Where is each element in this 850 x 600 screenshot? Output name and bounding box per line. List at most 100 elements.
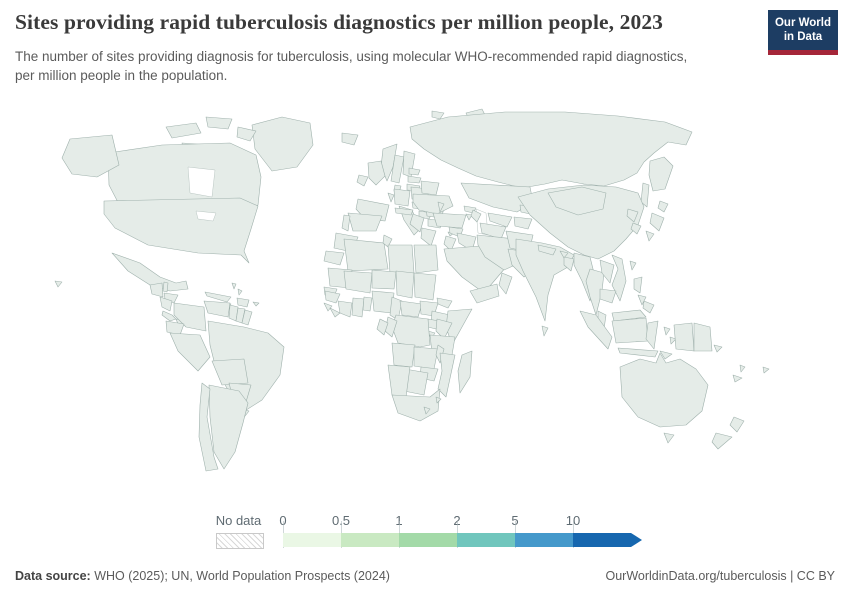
legend-no-data-swatch[interactable] bbox=[216, 533, 264, 549]
country-bangladesh[interactable] bbox=[563, 256, 575, 272]
country-hawaii-usa[interactable] bbox=[54, 280, 63, 288]
country-hispaniola[interactable] bbox=[236, 297, 250, 308]
country-sudan[interactable] bbox=[413, 272, 437, 301]
country-united-kingdom[interactable] bbox=[367, 160, 386, 186]
country-central-african-republic[interactable] bbox=[399, 300, 423, 318]
country-tajikistan[interactable] bbox=[513, 216, 533, 230]
country-latvia[interactable] bbox=[407, 175, 422, 184]
country-uzbekistan[interactable] bbox=[487, 212, 513, 228]
country-chile[interactable] bbox=[198, 382, 219, 472]
legend-bin-0.5-1[interactable] bbox=[341, 533, 399, 547]
country-philippines[interactable] bbox=[633, 276, 643, 294]
country-eswatini[interactable] bbox=[435, 396, 442, 404]
country-libya[interactable] bbox=[387, 244, 415, 274]
country-namibia[interactable] bbox=[387, 364, 411, 398]
country-cote-divoire[interactable] bbox=[337, 300, 353, 318]
country-malaysia-borneo[interactable] bbox=[611, 309, 647, 322]
country-indonesia-moluccas[interactable] bbox=[669, 336, 677, 345]
country-nicaragua[interactable] bbox=[159, 296, 173, 312]
legend-bin-2-5[interactable] bbox=[457, 533, 515, 547]
country-zambia[interactable] bbox=[413, 346, 439, 370]
country-bahamas[interactable] bbox=[237, 288, 243, 296]
country-cambodia[interactable] bbox=[599, 288, 617, 304]
country-moldova[interactable] bbox=[437, 201, 445, 213]
country-greece[interactable] bbox=[420, 227, 437, 247]
country-vietnam[interactable] bbox=[611, 254, 627, 302]
country-tasmania[interactable] bbox=[663, 432, 675, 444]
country-cuba[interactable] bbox=[204, 291, 232, 303]
country-gabon[interactable] bbox=[376, 318, 389, 336]
country-french-guiana[interactable] bbox=[241, 309, 253, 326]
country-benelux[interactable] bbox=[387, 192, 395, 203]
country-armenia[interactable] bbox=[465, 213, 473, 221]
country-russia-kamchatka[interactable] bbox=[648, 156, 674, 192]
country-kazakhstan[interactable] bbox=[460, 182, 534, 213]
country-western-sahara[interactable] bbox=[323, 250, 345, 266]
country-chad[interactable] bbox=[395, 270, 415, 299]
country-greenland[interactable] bbox=[251, 116, 314, 172]
country-russia[interactable] bbox=[409, 111, 693, 189]
country-spain[interactable] bbox=[347, 212, 383, 232]
country-australia[interactable] bbox=[619, 352, 709, 428]
country-solomon-islands[interactable] bbox=[713, 344, 723, 353]
country-new-zealand[interactable] bbox=[729, 416, 745, 433]
country-indonesia-sumatra[interactable] bbox=[579, 310, 613, 350]
country-liberia[interactable] bbox=[329, 307, 341, 318]
country-svalbard[interactable] bbox=[431, 110, 445, 120]
country-argentina[interactable] bbox=[208, 384, 249, 470]
country-bhutan[interactable] bbox=[559, 250, 569, 259]
country-canadian-arctic[interactable] bbox=[165, 122, 202, 139]
country-taiwan[interactable] bbox=[629, 260, 637, 271]
country-mozambique[interactable] bbox=[437, 352, 456, 398]
country-china[interactable] bbox=[517, 184, 645, 260]
owid-link[interactable]: OurWorldinData.org/tuberculosis | CC BY bbox=[605, 569, 836, 583]
country-turkey[interactable] bbox=[432, 212, 467, 229]
country-alaska-usa[interactable] bbox=[61, 134, 120, 178]
country-indonesia-sulawesi[interactable] bbox=[645, 320, 659, 350]
country-japan[interactable] bbox=[645, 230, 655, 242]
country-canadian-arctic[interactable] bbox=[236, 126, 257, 142]
country-belarus[interactable] bbox=[420, 180, 440, 196]
country-oman[interactable] bbox=[498, 272, 513, 295]
country-laos[interactable] bbox=[599, 259, 615, 284]
country-niger[interactable] bbox=[371, 269, 397, 290]
country-colombia[interactable] bbox=[173, 302, 207, 332]
country-japan[interactable] bbox=[649, 212, 665, 232]
country-togo-benin[interactable] bbox=[362, 296, 373, 312]
country-new-zealand[interactable] bbox=[711, 432, 733, 450]
legend-bin-1-2[interactable] bbox=[399, 533, 457, 547]
country-iceland[interactable] bbox=[341, 132, 359, 146]
country-nepal[interactable] bbox=[537, 244, 557, 256]
country-guatemala[interactable] bbox=[149, 282, 164, 298]
country-austria-switzerland[interactable] bbox=[394, 207, 414, 216]
country-sri-lanka[interactable] bbox=[541, 325, 549, 337]
country-india[interactable] bbox=[515, 238, 575, 322]
country-puerto-rico[interactable] bbox=[252, 301, 260, 307]
country-egypt[interactable] bbox=[413, 244, 439, 274]
country-azerbaijan[interactable] bbox=[470, 209, 482, 223]
country-ghana[interactable] bbox=[351, 297, 365, 318]
country-peru[interactable] bbox=[169, 332, 211, 372]
country-south-korea[interactable] bbox=[630, 222, 642, 235]
country-fiji[interactable] bbox=[762, 366, 770, 374]
country-guinea[interactable] bbox=[324, 290, 341, 304]
country-indonesia-moluccas[interactable] bbox=[663, 326, 671, 336]
country-germany[interactable] bbox=[393, 188, 411, 207]
country-venezuela[interactable] bbox=[203, 300, 231, 318]
country-united-states[interactable] bbox=[103, 197, 259, 264]
country-belize[interactable] bbox=[162, 281, 169, 293]
country-new-caledonia[interactable] bbox=[732, 374, 743, 383]
country-indonesia-kalimantan[interactable] bbox=[611, 317, 649, 344]
country-algeria[interactable] bbox=[343, 238, 389, 272]
country-mali[interactable] bbox=[343, 270, 373, 294]
country-north-korea[interactable] bbox=[626, 208, 639, 223]
country-eritrea-djibouti[interactable] bbox=[436, 297, 453, 309]
country-bolivia[interactable] bbox=[211, 358, 249, 386]
country-madagascar[interactable] bbox=[457, 350, 473, 394]
country-portugal[interactable] bbox=[341, 214, 351, 232]
country-dr-congo[interactable] bbox=[391, 314, 431, 348]
country-papua-new-guinea[interactable] bbox=[693, 322, 713, 352]
country-balkans[interactable] bbox=[409, 213, 425, 233]
country-bahamas[interactable] bbox=[231, 282, 237, 290]
country-philippines[interactable] bbox=[642, 300, 655, 314]
